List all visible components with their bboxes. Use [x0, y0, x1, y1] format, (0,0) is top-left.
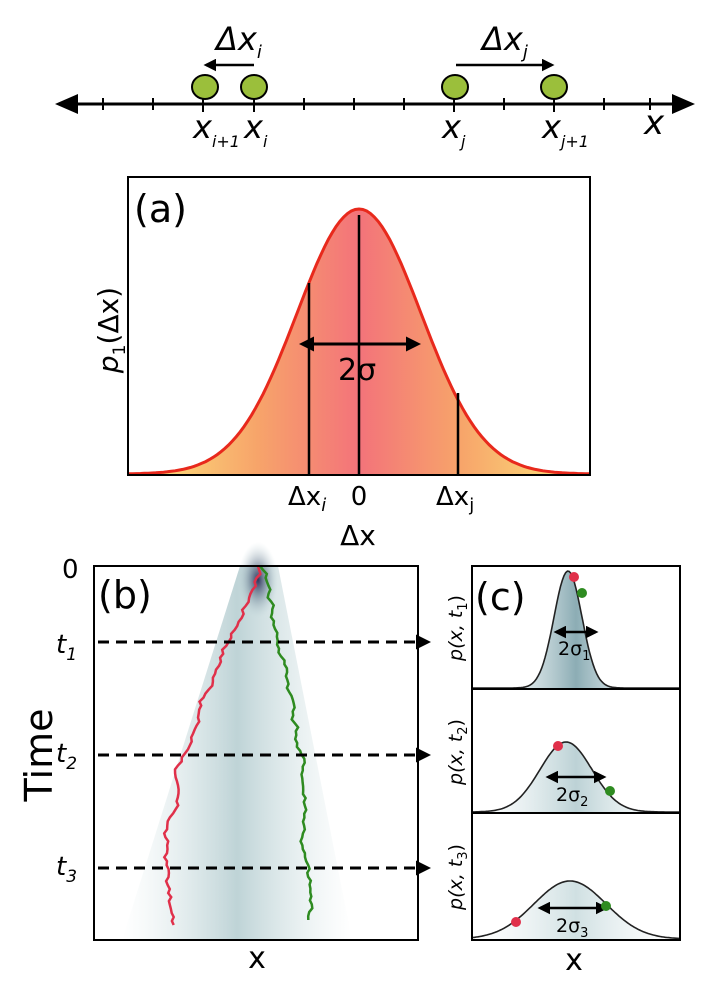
particle-i: [240, 74, 268, 100]
panel-c2-curve: [473, 741, 679, 813]
t1-label: t1: [56, 630, 77, 665]
number-line: Δxi Δxj xi+1 xi xj xj+1 x: [55, 20, 695, 151]
panel-c1-green-dot: [577, 588, 587, 598]
panel-c1-ylabel: p(x, t1): [445, 595, 471, 662]
walker-green-path: [259, 565, 314, 921]
panel-a-xlabel: Δx: [340, 519, 376, 552]
panel-b-xlabel: x: [248, 941, 266, 976]
panel-b: (b) 0 Time t1 t2 t3 x: [17, 542, 431, 976]
panel-c-label: (c): [475, 575, 526, 619]
panel-a-ylabel: p1(Δx): [92, 287, 130, 374]
sigma-label: 2σ: [338, 353, 376, 388]
density-spread: [122, 566, 352, 940]
tick-zero-label: 0: [351, 482, 368, 512]
panel-b-label: (b): [98, 573, 152, 617]
pos-i1-label: xi+1: [192, 108, 240, 151]
gaussian-curve: [129, 207, 589, 476]
particle-i1: [191, 74, 219, 100]
pos-j-label: xj: [441, 108, 466, 151]
panel-c3-ylabel: p(x, t3): [445, 844, 471, 911]
axis-left-arrowhead: [55, 94, 78, 114]
t3-label: t3: [56, 852, 77, 887]
tick-dxi-label: Δxi: [288, 482, 326, 516]
particle-j: [441, 74, 469, 100]
pos-i-label: xi: [243, 108, 268, 151]
delta-j-label: Δxj: [479, 20, 528, 63]
panel-a: 2σ (a) p1(Δx) Δxi 0 Δxj Δx: [92, 176, 591, 552]
panel-c2-red-dot: [553, 741, 563, 751]
panel-c3-width-label: 2σ3: [556, 915, 588, 941]
particle-j1: [540, 74, 568, 100]
axis-right-arrowhead: [672, 94, 695, 114]
time-zero-label: 0: [62, 555, 79, 585]
panel-c3-curve: [472, 880, 680, 940]
t2-label: t2: [56, 739, 77, 774]
panel-c3-red-dot: [511, 917, 521, 927]
panel-c1-red-dot: [569, 572, 579, 582]
pos-j1-label: xj+1: [541, 108, 589, 151]
panel-c-xlabel: x: [565, 943, 583, 978]
axis-x-label: x: [643, 103, 665, 143]
delta-i-label: Δxi: [213, 20, 262, 63]
time-axis-label: Time: [17, 709, 61, 803]
panel-c: 2σ1 2σ2 2σ3 (c) p(x, t1) p(x, t2) p(x, t…: [445, 565, 681, 978]
panel-c3-green-dot: [601, 901, 611, 911]
panel-c2-green-dot: [605, 786, 615, 796]
panel-c2-ylabel: p(x, t2): [445, 719, 471, 786]
walker-red-path: [162, 565, 262, 926]
panel-c1-width-label: 2σ1: [558, 638, 590, 664]
tick-dxj-label: Δxj: [436, 482, 474, 516]
panel-c2-width-label: 2σ2: [556, 784, 588, 810]
panel-a-label: (a): [134, 187, 187, 231]
